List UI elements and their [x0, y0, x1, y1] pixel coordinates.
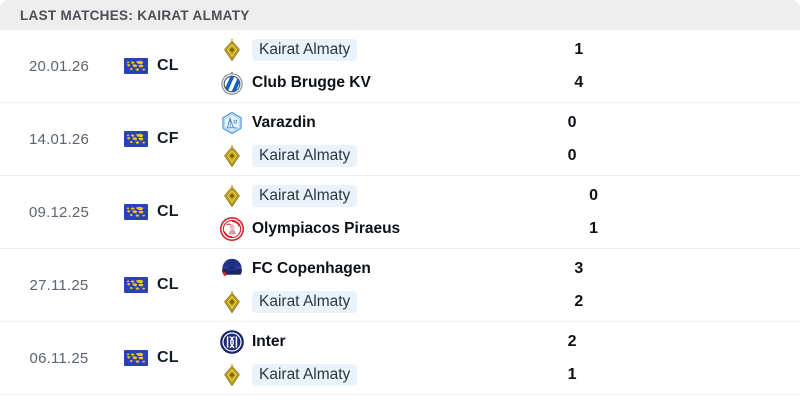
match-date: 06.11.25 — [29, 349, 89, 367]
team-name[interactable]: Kairat Almaty — [252, 290, 358, 313]
match-row[interactable]: 20.01.26 CL Kairat Almaty — [0, 30, 800, 103]
team-line[interactable]: Kairat Almaty — [220, 290, 495, 314]
kairat-almaty-logo — [224, 144, 240, 167]
olympiacos-logo — [220, 216, 244, 241]
teams-cell: Varazdin Kairat Almaty — [218, 103, 489, 175]
teams-cell: FC Copenhagen Kairat Almaty — [218, 249, 495, 321]
score-value: 0 — [589, 186, 598, 204]
team-name[interactable]: Kairat Almaty — [252, 144, 358, 167]
score-line: 1 — [495, 38, 675, 62]
world-flag-icon — [124, 204, 148, 220]
club-brugge-logo — [221, 71, 243, 95]
row-tail-spacer — [690, 176, 800, 248]
score-value: 1 — [567, 365, 577, 383]
score-value: 4 — [574, 73, 584, 91]
competition-cell[interactable]: CL — [118, 176, 218, 248]
score-line: 2 — [495, 290, 675, 314]
match-date: 27.11.25 — [29, 276, 89, 294]
row-tail-spacer — [669, 322, 800, 394]
kairat-almaty-logo — [224, 184, 240, 207]
match-row[interactable]: 27.11.25 CL FC Copenhage — [0, 249, 800, 322]
team-line[interactable]: Kairat Almaty — [220, 184, 510, 208]
row-tail-spacer — [669, 103, 800, 175]
team-line[interactable]: Olympiacos Piraeus — [220, 216, 510, 241]
team-name[interactable]: Kairat Almaty — [252, 38, 358, 61]
competition-cell[interactable]: CF — [118, 103, 218, 175]
teams-cell: Kairat Almaty Olympiacos Piraeus — [218, 176, 510, 248]
match-date: 14.01.26 — [29, 130, 89, 148]
competition-label[interactable]: CF — [157, 130, 179, 147]
score-line: 3 — [495, 257, 675, 281]
row-tail-spacer — [675, 30, 800, 102]
teams-cell: Inter Kairat Almaty — [218, 322, 489, 394]
match-list: 20.01.26 CL Kairat Almaty — [0, 30, 800, 395]
match-row[interactable]: 06.11.25 CL Int — [0, 322, 800, 394]
scores-cell: 1 4 — [495, 30, 675, 102]
kairat-almaty-logo — [224, 363, 240, 386]
score-value: 2 — [574, 292, 584, 310]
match-row[interactable]: 14.01.26 CF Varazdin — [0, 103, 800, 176]
competition-cell[interactable]: CL — [118, 249, 218, 321]
score-line: 0 — [510, 184, 690, 208]
score-value: 3 — [574, 259, 584, 277]
teams-cell: Kairat Almaty Club Brugge KV — [218, 30, 495, 102]
team-name[interactable]: FC Copenhagen — [252, 259, 371, 277]
scores-cell: 0 0 — [489, 103, 669, 175]
varazdin-logo — [222, 111, 242, 134]
score-line: 2 — [489, 330, 669, 354]
score-line: 1 — [510, 217, 690, 241]
score-value: 2 — [567, 332, 577, 350]
page-title: LAST MATCHES: KAIRAT ALMATY — [20, 7, 250, 23]
competition-label[interactable]: CL — [157, 276, 179, 293]
match-date: 20.01.26 — [29, 57, 89, 75]
team-name[interactable]: Club Brugge KV — [252, 73, 371, 91]
team-line[interactable]: Kairat Almaty — [220, 363, 489, 387]
team-name[interactable]: Kairat Almaty — [252, 184, 358, 207]
scores-cell: 0 1 — [510, 176, 690, 248]
world-flag-icon — [124, 58, 148, 74]
score-line: 0 — [489, 144, 669, 168]
team-line[interactable]: Club Brugge KV — [220, 71, 495, 95]
team-name[interactable]: Olympiacos Piraeus — [252, 219, 401, 237]
team-line[interactable]: FC Copenhagen — [220, 256, 495, 281]
world-flag-icon — [124, 350, 148, 366]
team-line[interactable]: Kairat Almaty — [220, 38, 495, 62]
team-name[interactable]: Kairat Almaty — [252, 363, 358, 386]
kairat-almaty-logo — [224, 38, 240, 61]
fc-copenhagen-logo — [220, 256, 244, 281]
inter-logo — [220, 329, 244, 354]
team-name[interactable]: Varazdin — [252, 113, 316, 131]
scores-cell: 3 2 — [495, 249, 675, 321]
world-flag-icon — [124, 131, 148, 147]
world-flag-icon — [124, 277, 148, 293]
match-row[interactable]: 09.12.25 CL Kairat Almaty — [0, 176, 800, 249]
match-date: 09.12.25 — [29, 203, 89, 221]
competition-label[interactable]: CL — [157, 57, 179, 74]
team-line[interactable]: Inter — [220, 329, 489, 354]
competition-cell[interactable]: CL — [118, 30, 218, 102]
score-value: 1 — [574, 40, 584, 58]
team-line[interactable]: Kairat Almaty — [220, 144, 489, 168]
score-value: 0 — [567, 113, 577, 131]
scores-cell: 2 1 — [489, 322, 669, 394]
score-line: 0 — [489, 111, 669, 135]
score-value: 0 — [567, 146, 577, 164]
competition-label[interactable]: CL — [157, 349, 179, 366]
competition-cell[interactable]: CL — [118, 322, 218, 394]
competition-label[interactable]: CL — [157, 203, 179, 220]
team-name[interactable]: Inter — [252, 332, 286, 350]
panel-header: LAST MATCHES: KAIRAT ALMATY — [0, 0, 800, 30]
team-line[interactable]: Varazdin — [220, 111, 489, 135]
score-line: 4 — [495, 71, 675, 95]
kairat-almaty-logo — [224, 290, 240, 313]
score-line: 1 — [489, 363, 669, 387]
row-tail-spacer — [675, 249, 800, 321]
score-value: 1 — [589, 219, 598, 237]
